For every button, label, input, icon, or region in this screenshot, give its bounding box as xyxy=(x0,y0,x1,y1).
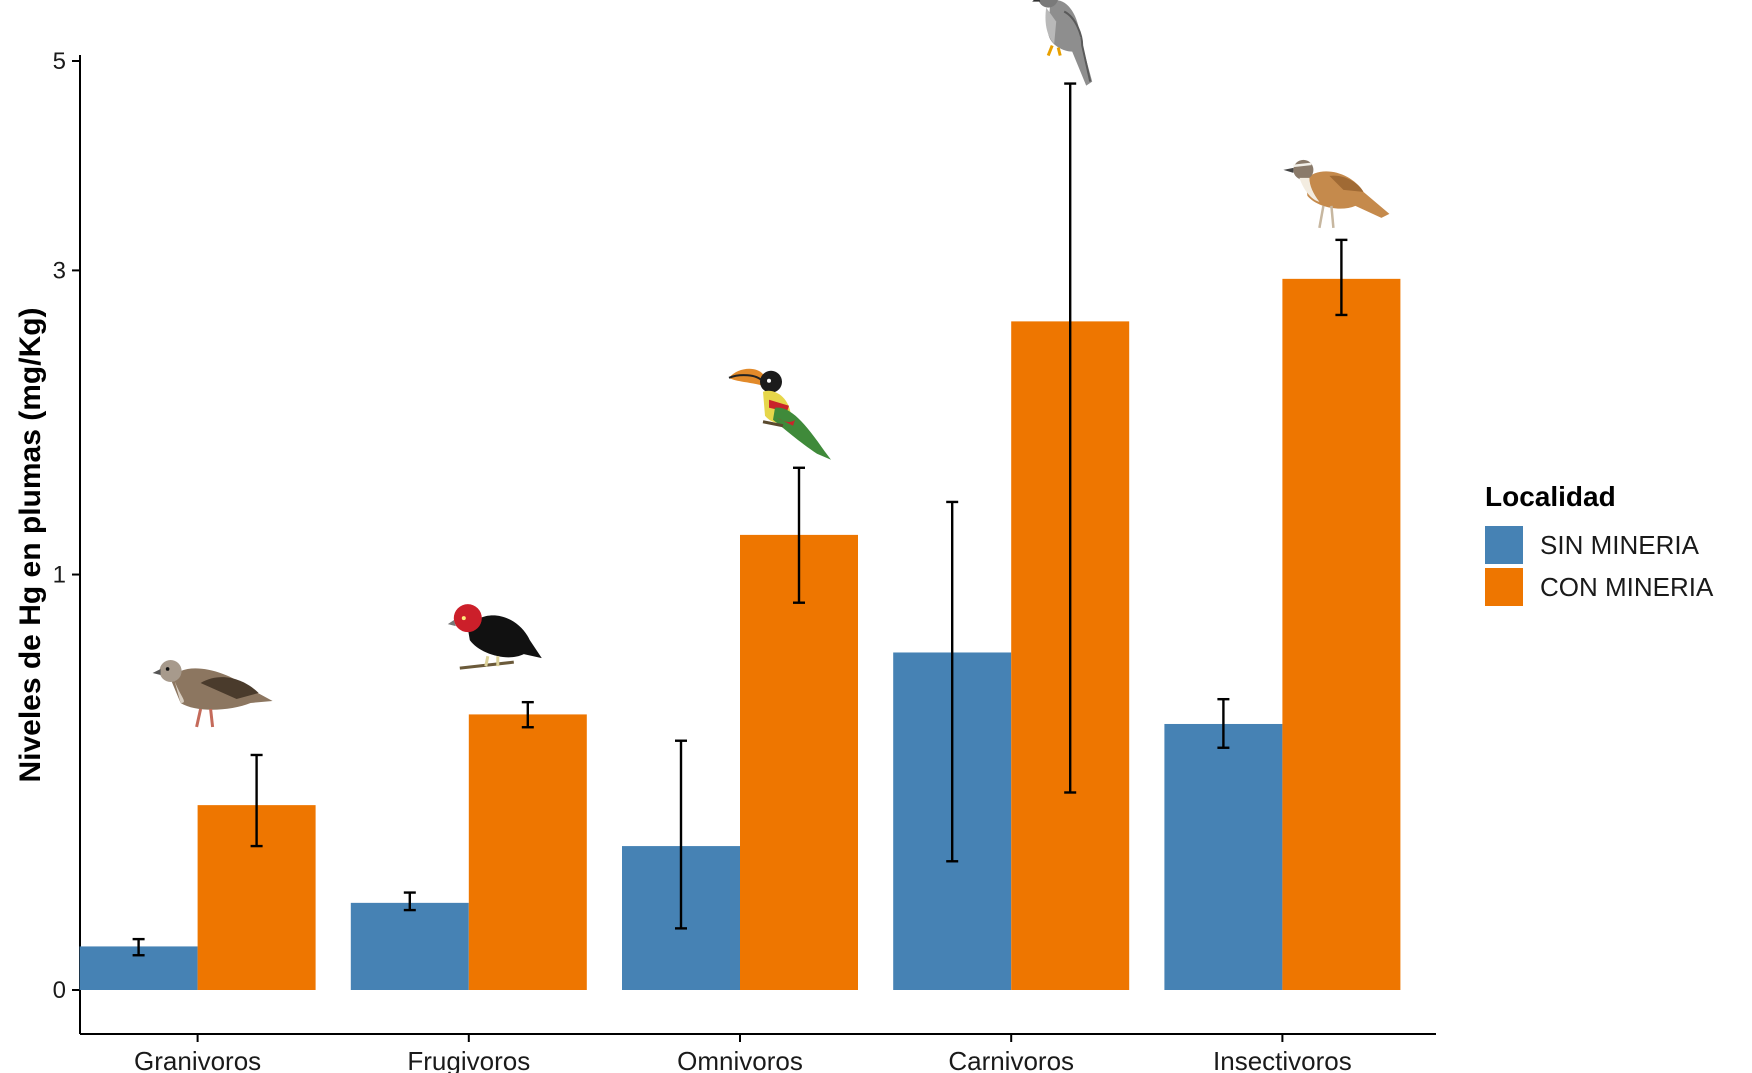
legend-title: Localidad xyxy=(1485,481,1616,512)
y-axis-title: Niveles de Hg en plumas (mg/Kg) xyxy=(14,307,47,782)
aracari-icon xyxy=(727,367,833,462)
dove-icon xyxy=(151,658,275,729)
error-bars xyxy=(132,82,1348,957)
y-tick-label: 0 xyxy=(53,977,66,1004)
legend-swatch xyxy=(1485,526,1523,564)
axes xyxy=(79,55,1436,1035)
thrush-icon xyxy=(1282,158,1391,230)
x-tick-label: Omnivoros xyxy=(677,1046,803,1073)
y-tick-label: 5 xyxy=(53,48,66,75)
bar xyxy=(350,902,469,990)
bar xyxy=(1282,278,1401,990)
legend-swatch xyxy=(1485,568,1523,606)
bar xyxy=(468,714,587,990)
bars xyxy=(79,278,1401,990)
legend-items: SIN MINERIA CON MINERIA xyxy=(1485,526,1714,606)
legend-label: SIN MINERIA xyxy=(1540,530,1700,560)
x-tick-label: Insectivoros xyxy=(1213,1046,1352,1073)
x-tick-label: Carnivoros xyxy=(948,1046,1074,1073)
x-ticks: Granivoros Frugivoros Omnivoros Carnivoros I… xyxy=(134,1034,1352,1073)
bar xyxy=(1164,723,1283,990)
x-tick-label: Granivoros xyxy=(134,1046,261,1073)
hawk-icon xyxy=(1030,0,1094,88)
y-tick-label: 3 xyxy=(53,257,66,284)
y-tick-label: 1 xyxy=(53,562,66,589)
manakin-icon xyxy=(446,602,544,670)
y-ticks: 0 1 3 5 xyxy=(53,48,80,1004)
x-tick-label: Frugivoros xyxy=(407,1046,530,1073)
bar xyxy=(740,534,858,990)
legend: Localidad SIN MINERIA CON MINERIA xyxy=(1485,481,1714,606)
legend-label: CON MINERIA xyxy=(1540,572,1714,602)
